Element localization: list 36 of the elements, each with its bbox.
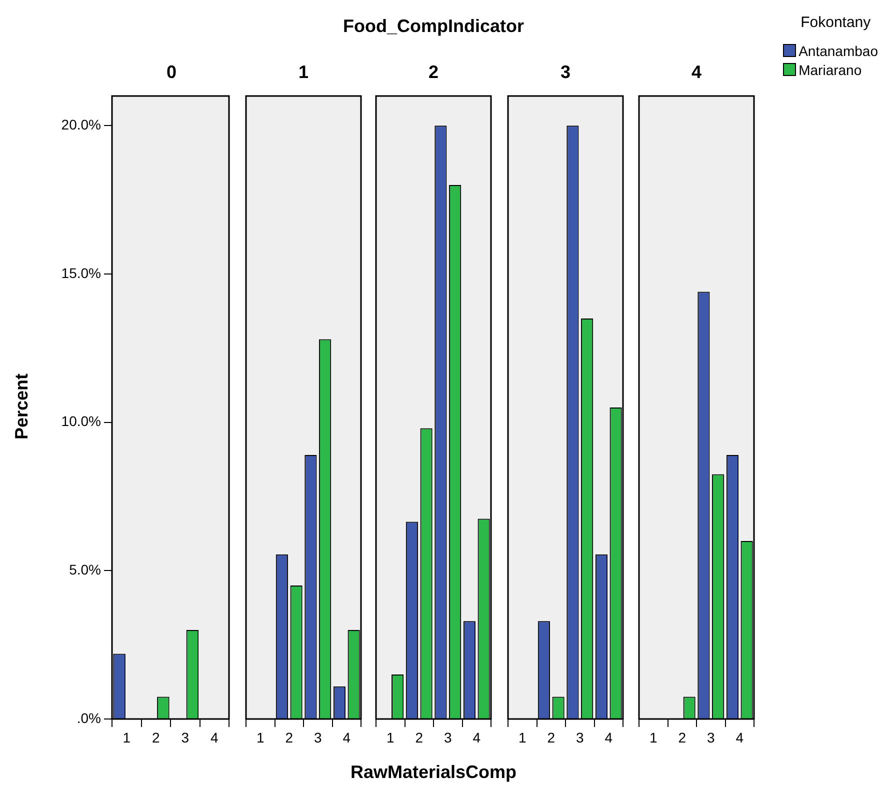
x-tick-label: 4 bbox=[472, 729, 481, 746]
text: Food_CompIndicator bbox=[342, 16, 525, 37]
x-tick-label: 1 bbox=[518, 729, 526, 746]
chart-title: 2 bbox=[427, 62, 440, 83]
legend-label: Antanambao bbox=[798, 42, 878, 58]
x-tick-label: 1 bbox=[122, 729, 131, 746]
y-tick-label: 10.0% bbox=[61, 413, 101, 430]
x-tick-label: 2 bbox=[152, 729, 160, 746]
chart-title: 3 bbox=[559, 62, 572, 83]
x-tick-label: 3 bbox=[181, 729, 190, 746]
y-tick-label: 20.0% bbox=[61, 116, 101, 133]
chart-title: 4 bbox=[690, 62, 702, 83]
x-tick-label: 2 bbox=[547, 729, 556, 746]
x-tick-label: 3 bbox=[706, 729, 715, 746]
x-tick-label: 2 bbox=[678, 729, 686, 746]
x-tick-label: 4 bbox=[342, 729, 351, 746]
x-axis-title: RawMaterialsComp bbox=[349, 762, 518, 783]
x-tick-label: 4 bbox=[604, 729, 613, 746]
x-tick-label: 1 bbox=[649, 729, 658, 746]
x-tick-label: 3 bbox=[314, 729, 322, 746]
x-tick-label: 2 bbox=[415, 729, 424, 746]
y-tick-label: .0% bbox=[76, 710, 101, 726]
chart-title: 1 bbox=[297, 62, 310, 83]
x-tick-label: 4 bbox=[210, 729, 218, 746]
y-tick-label: 15.0% bbox=[61, 264, 101, 281]
y-tick-label: 5.0% bbox=[69, 562, 101, 578]
legend-label: Mariarano bbox=[798, 62, 862, 78]
x-tick-label: 3 bbox=[444, 729, 452, 746]
legend-title: Fokontany bbox=[800, 14, 872, 31]
x-tick-label: 2 bbox=[285, 729, 294, 746]
x-tick-label: 3 bbox=[576, 729, 584, 746]
chart-title: 0 bbox=[165, 62, 178, 83]
x-tick-label: 1 bbox=[386, 729, 394, 746]
x-tick-label: 1 bbox=[256, 729, 264, 746]
x-tick-label: 4 bbox=[736, 729, 744, 746]
y-axis-title: Percent bbox=[12, 372, 32, 442]
